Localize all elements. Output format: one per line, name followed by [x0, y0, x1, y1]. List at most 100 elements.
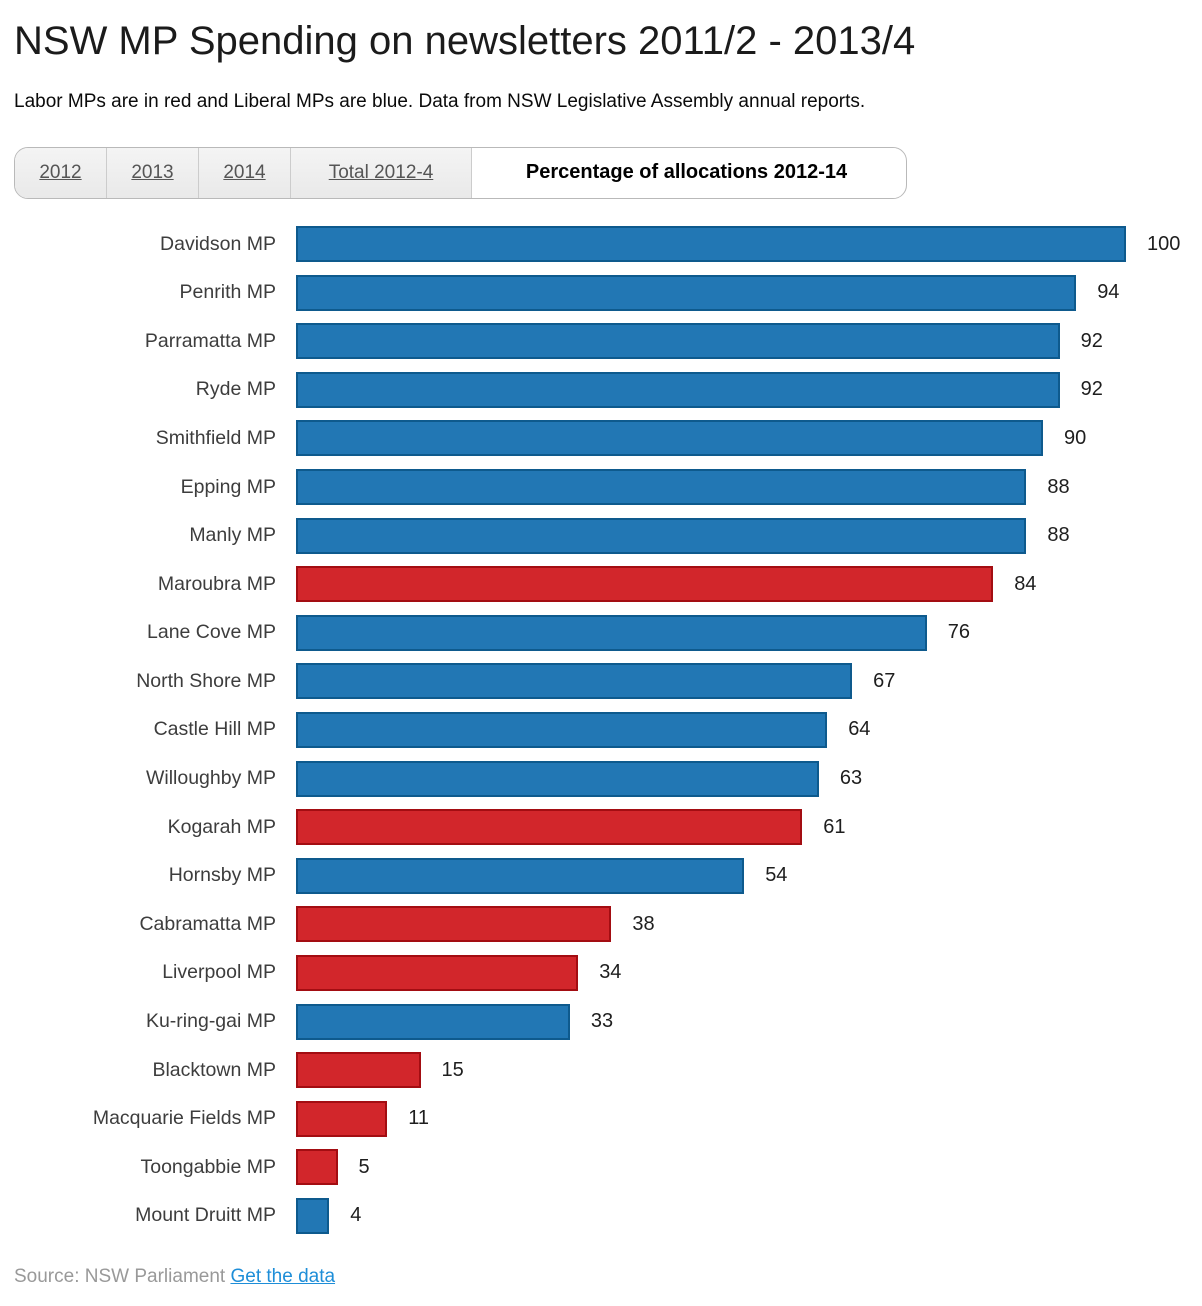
bar-labor: [296, 954, 579, 991]
bar-label: Toongabbie MP: [140, 1155, 276, 1178]
chart-row: Ryde MP 92: [14, 366, 1188, 415]
bar-value: 5: [358, 1155, 370, 1178]
source-text: Source: NSW Parliament: [14, 1266, 226, 1288]
bar-track: 100: [296, 226, 1188, 263]
tab-2014[interactable]: 2014: [199, 147, 291, 198]
bar-value: 84: [1014, 572, 1037, 595]
tab-total-2012-4[interactable]: Total 2012-4: [291, 147, 472, 198]
bar-labor: [296, 566, 994, 603]
chart-row: Lane Cove MP 76: [14, 609, 1188, 658]
bar-value: 61: [823, 815, 846, 838]
bar-track: 11: [296, 1100, 1188, 1137]
bar-label: Hornsby MP: [168, 864, 276, 887]
bar-label: Ryde MP: [195, 378, 276, 401]
bar-label: Mount Druitt MP: [135, 1204, 276, 1227]
bar-value: 94: [1097, 281, 1120, 304]
bar-value: 11: [408, 1107, 430, 1130]
bar-value: 92: [1080, 329, 1103, 352]
chart-row: Parramatta MP 92: [14, 317, 1188, 366]
chart-row: Penrith MP 94: [14, 268, 1188, 317]
chart-row: Liverpool MP 34: [14, 949, 1188, 998]
chart-row: Kogarah MP 61: [14, 803, 1188, 852]
bar-value: 15: [441, 1058, 464, 1081]
bar-track: 61: [296, 809, 1188, 846]
bar-labor: [296, 1100, 388, 1137]
bar-value: 88: [1047, 475, 1070, 498]
tab-label: 2012: [39, 161, 82, 183]
bar-liberal: [296, 760, 819, 797]
bar-liberal: [296, 1003, 570, 1040]
bar-track: 94: [296, 274, 1188, 311]
tab-bar: 2012 2013 2014 Total 2012-4 Percentage of al…: [14, 146, 907, 199]
chart-row: Castle Hill MP 64: [14, 706, 1188, 755]
bar-liberal: [296, 323, 1060, 360]
bar-label: Cabramatta MP: [139, 912, 276, 935]
bar-track: 4: [296, 1197, 1188, 1234]
bar-value: 63: [839, 767, 863, 790]
bar-track: 76: [296, 614, 1188, 651]
chart-row: Willoughby MP 63: [14, 754, 1188, 803]
bar-track: 38: [296, 906, 1188, 943]
bar-track: 84: [296, 566, 1188, 603]
bar-value: 33: [590, 1010, 614, 1033]
tab-percentage-of-allocations-2012-14[interactable]: Percentage of allocations 2012-14: [472, 147, 901, 198]
bar-track: 64: [296, 711, 1188, 748]
bar-label: Macquarie Fields MP: [92, 1107, 276, 1130]
bar-liberal: [296, 517, 1027, 554]
bar-label: Castle Hill MP: [153, 718, 276, 741]
bar-value: 100: [1147, 232, 1181, 255]
bar-label: Penrith MP: [179, 281, 276, 304]
chart-row: Macquarie Fields MP 11: [14, 1094, 1188, 1143]
bar-label: Blacktown MP: [152, 1058, 276, 1081]
bar-track: 34: [296, 954, 1188, 991]
bar-liberal: [296, 663, 853, 700]
bar-liberal: [296, 469, 1027, 506]
bar-track: 63: [296, 760, 1188, 797]
bar-value: 38: [632, 912, 655, 935]
bar-label: Ku-ring-gai MP: [145, 1010, 276, 1033]
tab-2013[interactable]: 2013: [107, 147, 199, 198]
bar-label: Willoughby MP: [145, 767, 276, 790]
bar-label: Kogarah MP: [167, 815, 276, 838]
bar-track: 90: [296, 420, 1188, 457]
chart-row: Toongabbie MP 5: [14, 1143, 1188, 1192]
bar-track: 5: [296, 1149, 1188, 1186]
page-title: NSW MP Spending on newsletters 2011/2 - …: [14, 19, 916, 63]
bar-value: 4: [350, 1204, 362, 1227]
tab-label: Percentage of allocations 2012-14: [525, 161, 848, 184]
bar-track: 33: [296, 1003, 1188, 1040]
bar-track: 92: [296, 371, 1188, 408]
bar-label: Epping MP: [180, 475, 276, 498]
bar-label: North Shore MP: [136, 669, 276, 692]
bar-track: 88: [296, 469, 1188, 506]
chart-row: Blacktown MP 15: [14, 1046, 1188, 1095]
bar-liberal: [296, 614, 927, 651]
bar-liberal: [296, 711, 828, 748]
bar-liberal: [296, 274, 1077, 311]
get-the-data-link[interactable]: Get the data: [230, 1266, 336, 1288]
bar-labor: [296, 1149, 338, 1186]
bar-label: Liverpool MP: [162, 961, 276, 984]
chart-row: Hornsby MP 54: [14, 851, 1188, 900]
bar-track: 15: [296, 1052, 1188, 1089]
bar-label: Manly MP: [189, 524, 276, 547]
tab-label: Total 2012-4: [328, 161, 434, 183]
bar-liberal: [296, 226, 1126, 263]
bar-labor: [296, 1052, 421, 1089]
tab-2012[interactable]: 2012: [15, 147, 107, 198]
bar-liberal: [296, 420, 1043, 457]
bar-track: 54: [296, 857, 1188, 894]
bar-liberal: [296, 1197, 330, 1234]
chart-footer: Source: NSW Parliament Get the data: [14, 1266, 1188, 1306]
bar-labor: [296, 809, 803, 846]
chart-row: Davidson MP 100: [14, 220, 1188, 269]
chart-subtitle: Labor MPs are in red and Liberal MPs are…: [14, 91, 866, 112]
chart-row: North Shore MP 67: [14, 657, 1188, 706]
tab-label: 2013: [131, 161, 174, 183]
chart-row: Maroubra MP 84: [14, 560, 1188, 609]
bar-labor: [296, 906, 612, 943]
bar-value: 92: [1080, 378, 1103, 401]
bar-track: 92: [296, 323, 1188, 360]
bar-chart: Davidson MP 100 Penrith MP 94 Parramatta MP 9…: [14, 220, 1188, 1240]
bar-liberal: [296, 371, 1060, 408]
